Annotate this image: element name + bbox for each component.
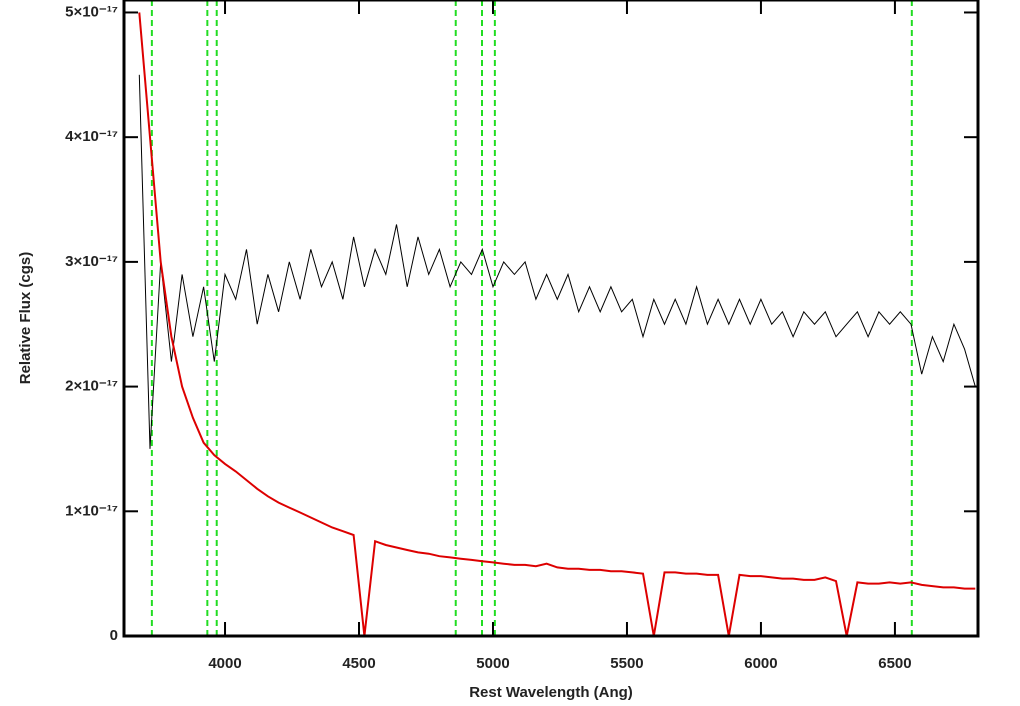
x-tick-label: 4000 [208,655,241,672]
x-axis-label: Rest Wavelength (Ang) [469,684,633,701]
x-tick-label: 4500 [342,655,375,672]
y-tick-label: 0 [110,627,118,644]
plot-frame [122,0,980,638]
y-tick-label: 4×10⁻¹⁷ [65,128,118,145]
y-tick-label: 5×10⁻¹⁷ [65,3,118,20]
plot-area [138,0,976,636]
y-tick-label: 3×10⁻¹⁷ [65,253,118,270]
x-tick-label: 5000 [476,655,509,672]
x-tick-label: 6000 [744,655,777,672]
x-tick-label: 6500 [878,655,911,672]
x-tick-label: 5500 [610,655,643,672]
y-tick-label: 2×10⁻¹⁷ [65,378,118,395]
series-line [138,12,976,636]
y-axis-label: Relative Flux (cgs) [17,252,34,385]
series-line [138,74,976,449]
y-tick-label: 1×10⁻¹⁷ [65,502,118,519]
